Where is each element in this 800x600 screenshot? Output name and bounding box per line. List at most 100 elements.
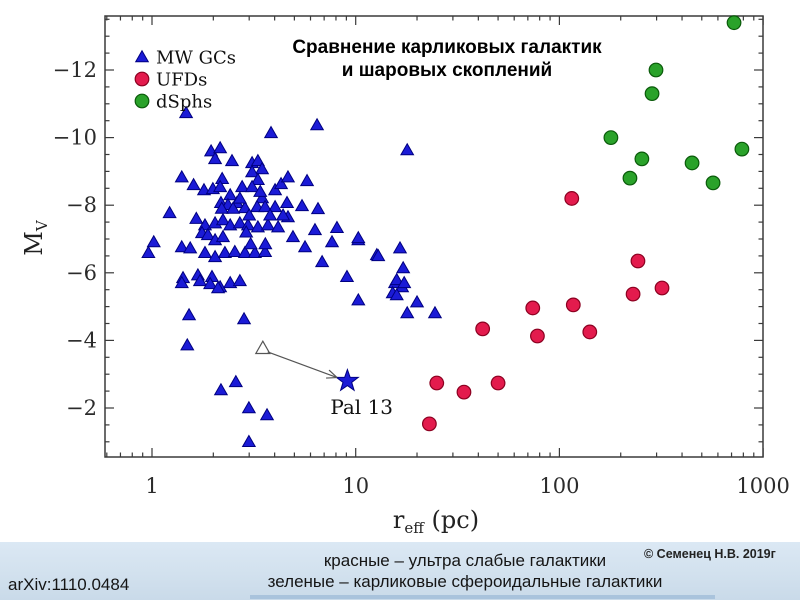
ufds-point bbox=[421, 416, 437, 432]
legend-marker-ufds bbox=[134, 71, 150, 87]
mw-gcs-point bbox=[309, 117, 325, 131]
dsphs-point bbox=[726, 15, 742, 31]
mw-gcs-point bbox=[212, 179, 228, 193]
mw-gcs-point bbox=[217, 245, 233, 259]
mw-gcs-point bbox=[389, 287, 404, 301]
mw-gcs-point bbox=[224, 153, 240, 167]
mw-gcs-point bbox=[273, 176, 289, 190]
mw-gcs-point bbox=[400, 142, 415, 156]
mw-gcs-point bbox=[162, 205, 177, 219]
mw-gcs-point bbox=[192, 273, 208, 287]
footer-dark-strip bbox=[250, 595, 715, 599]
legend-marker-dsphs bbox=[134, 93, 150, 109]
arxiv-reference: arXiv:1110.0484 bbox=[8, 575, 130, 594]
ufds-point bbox=[564, 191, 580, 206]
y-tick-label: −12 bbox=[53, 58, 97, 82]
mw-gcs-point bbox=[250, 172, 266, 186]
mw-gcs-point bbox=[262, 208, 278, 221]
ufds-point bbox=[625, 286, 641, 302]
y-tick-label: −8 bbox=[66, 193, 97, 217]
mw-gcs-point bbox=[186, 177, 201, 191]
mw-gcs-point bbox=[174, 275, 189, 289]
ufds-point bbox=[654, 280, 670, 296]
mw-gcs-point bbox=[310, 201, 326, 215]
mw-gcs-point bbox=[242, 208, 257, 221]
mw-gcs-point bbox=[197, 245, 213, 259]
mw-gcs-point bbox=[371, 248, 386, 262]
dsphs-point bbox=[734, 141, 750, 157]
mw-gcs-point bbox=[299, 173, 315, 187]
ufds-point bbox=[490, 375, 506, 391]
mw-gcs-point bbox=[243, 236, 258, 250]
mw-gcs-point bbox=[207, 151, 223, 165]
mw-gcs-point bbox=[174, 239, 189, 253]
mw-gcs-point bbox=[181, 307, 197, 321]
mw-gcs-point bbox=[257, 244, 273, 258]
mw-gcs-point bbox=[294, 198, 310, 212]
mw-gcs-point bbox=[228, 374, 244, 388]
mw-gcs-point bbox=[215, 229, 231, 243]
mw-gcs-point bbox=[239, 224, 254, 238]
annotation-arrow bbox=[267, 351, 338, 379]
mw-gcs-point bbox=[351, 292, 366, 306]
color-legend-caption: красные – ультра слабые галактики зелены… bbox=[165, 550, 765, 592]
ufds-point bbox=[456, 384, 472, 400]
mw-gcs-point bbox=[279, 195, 295, 209]
mw-gcs-point bbox=[212, 140, 228, 154]
dsphs-point bbox=[634, 151, 650, 167]
dsphs-point bbox=[622, 170, 638, 186]
mw-gcs-point bbox=[146, 234, 161, 248]
mw-gcs-point bbox=[223, 187, 238, 201]
ufds-point bbox=[565, 297, 581, 313]
legend-label-ufds: UFDs bbox=[156, 70, 207, 91]
ufds-point bbox=[429, 375, 445, 391]
dsphs-point bbox=[684, 155, 700, 171]
pal13-label: Pal 13 bbox=[330, 395, 393, 419]
y-tick-label: −2 bbox=[66, 396, 97, 420]
ufds-point bbox=[582, 324, 598, 340]
mw-gcs-point bbox=[215, 212, 231, 226]
mw-gcs-point bbox=[250, 219, 266, 233]
mw-gcs-point bbox=[253, 184, 268, 197]
mw-gcs-point bbox=[247, 245, 263, 259]
mw-gcs-point bbox=[427, 305, 443, 319]
mw-gcs-point bbox=[223, 217, 238, 231]
mw-gcs-point bbox=[200, 227, 216, 241]
legend-label-dsphs: dSphs bbox=[156, 92, 212, 113]
mw-gcs-point bbox=[237, 245, 253, 259]
mw-gcs-point bbox=[244, 164, 260, 178]
x-tick-label: 1 bbox=[145, 474, 158, 498]
mw-gcs-point bbox=[189, 211, 204, 224]
mw-gcs-point bbox=[297, 239, 313, 253]
caption-green-line: зеленые – карликовые сфероидальные галак… bbox=[267, 572, 663, 591]
mw-gcs-point bbox=[267, 199, 283, 213]
mw-gcs-point bbox=[324, 234, 340, 248]
mw-gcs-point bbox=[203, 276, 218, 290]
mw-gcs-point bbox=[392, 240, 408, 254]
mw-gcs-point bbox=[236, 311, 252, 325]
ufds-point bbox=[475, 321, 491, 337]
chart-title-line1: Сравнение карликовых галактик bbox=[292, 37, 602, 58]
dsphs-point bbox=[705, 175, 721, 191]
mw-gcs-point bbox=[270, 219, 286, 233]
mw-gcs-point bbox=[223, 275, 238, 289]
x-tick-label: 10 bbox=[342, 474, 369, 498]
dsphs-point bbox=[648, 62, 664, 78]
x-tick-label: 100 bbox=[539, 474, 579, 498]
x-tick-label: 1000 bbox=[736, 474, 789, 498]
mw-gcs-point bbox=[351, 230, 366, 244]
mw-gcs-point bbox=[397, 275, 412, 289]
mw-gcs-point bbox=[257, 199, 273, 213]
mw-gcs-point bbox=[260, 217, 276, 231]
legend-label-mw-gcs: MW GCs bbox=[156, 48, 236, 69]
mw-gcs-point bbox=[183, 240, 198, 254]
legend-marker-mw-gcs bbox=[134, 49, 150, 63]
caption-red-line: красные – ультра слабые галактики bbox=[323, 551, 607, 570]
ufds-point bbox=[530, 328, 545, 344]
mw-gcs-point bbox=[267, 182, 283, 196]
mw-gcs-point bbox=[237, 200, 253, 214]
mw-gcs-point bbox=[395, 260, 411, 274]
y-axis-label: MV bbox=[20, 219, 51, 256]
mw-gcs-point bbox=[227, 244, 242, 258]
